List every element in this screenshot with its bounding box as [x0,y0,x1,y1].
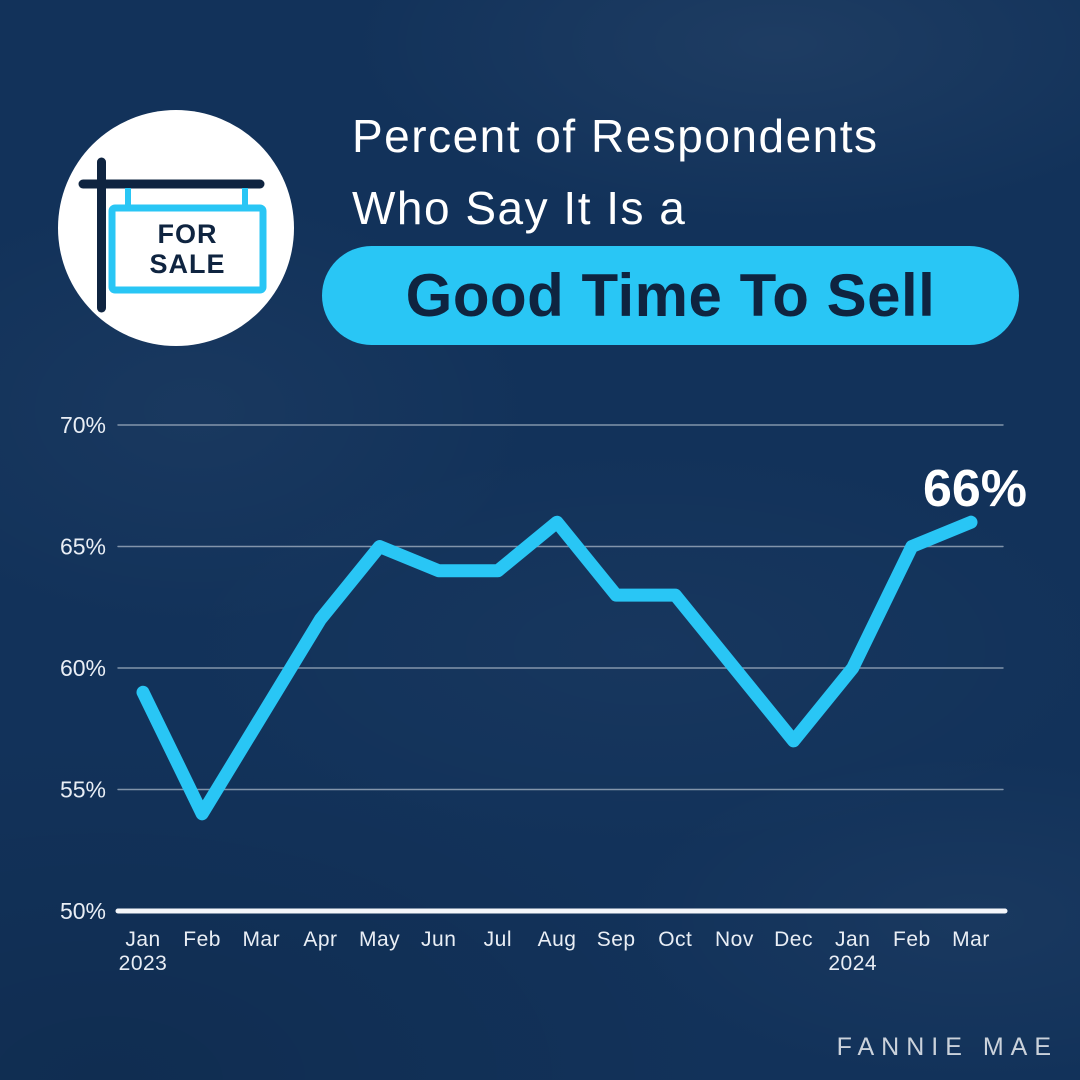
x-tick-label-12: Jan [835,928,870,951]
x-tick-label-13: Feb [893,928,931,951]
for-sale-sign-graphic: FOR SALE [58,110,294,346]
x-tick-label-7: Aug [538,928,577,951]
x-year-label-2024: 2024 [828,952,877,975]
page-title: Percent of Respondents Who Say It Is a [352,100,1012,244]
x-tick-label-2: Mar [242,928,280,951]
sign-text-line2: SALE [149,249,225,279]
sign-board [108,204,267,294]
x-year-label-2023: 2023 [119,952,168,975]
title-line-2: Who Say It Is a [352,182,687,234]
y-tick-label-70%: 70% [60,412,106,438]
data-line [136,515,978,821]
title-highlight-pill: Good Time To Sell [322,246,1019,345]
x-tick-label-5: Jun [421,928,456,951]
x-tick-label-10: Nov [715,928,754,951]
x-tick-label-8: Sep [597,928,636,951]
x-tick-label-0: Jan [125,928,160,951]
x-tick-label-9: Oct [658,928,692,951]
y-tick-label-65%: 65% [60,534,106,560]
y-tick-label-60%: 60% [60,655,106,681]
for-sale-sign-icon: FOR SALE [58,110,294,346]
x-tick-label-14: Mar [952,928,990,951]
x-tick-label-6: Jul [484,928,512,951]
brand-logo: FANNIE MAE [836,1033,1058,1061]
y-tick-label-55%: 55% [60,777,106,803]
x-tick-label-1: Feb [183,928,221,951]
highlight-text: Good Time To Sell [405,262,936,329]
x-tick-label-3: Apr [303,928,337,951]
y-tick-label-50%: 50% [60,898,106,924]
sign-text-line1: FOR [158,219,218,249]
latest-value-annotation: 66% [923,460,1027,518]
title-line-1: Percent of Respondents [352,110,879,162]
x-tick-label-4: May [359,928,400,951]
x-tick-label-11: Dec [774,928,813,951]
